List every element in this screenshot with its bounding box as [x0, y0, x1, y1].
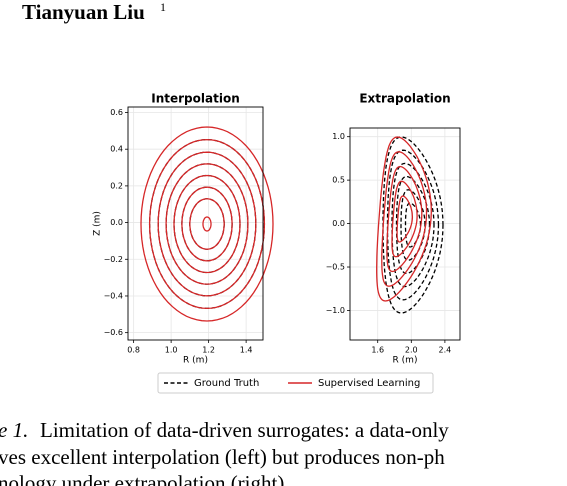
y-tick-label: 0.2: [110, 181, 123, 190]
caption-line: nology under extrapolation (right).: [0, 471, 290, 486]
caption-line: Limitation of data-driven surrogates: a …: [40, 418, 449, 442]
x-axis-label: R (m): [183, 356, 208, 366]
contour-model: [148, 138, 266, 310]
caption-line: ves excellent interpolation (left) but p…: [0, 445, 445, 469]
y-tick-label: 0.4: [110, 145, 123, 154]
plot-frame: [127, 106, 264, 341]
y-tick-label: 0.5: [332, 176, 345, 185]
y-tick-label: 0.0: [110, 218, 123, 227]
contours: [376, 136, 444, 314]
x-tick-label: 1.6: [371, 346, 384, 355]
y-tick-label: −1.0: [326, 306, 345, 315]
x-tick-label: 2.0: [405, 346, 418, 355]
contour-truth: [395, 175, 431, 275]
contour-model: [157, 151, 257, 297]
contour-truth: [148, 138, 266, 310]
x-tick-label: 0.8: [127, 346, 140, 355]
contour-model: [386, 165, 423, 273]
chart-title: Extrapolation: [359, 92, 450, 106]
y-tick-label: −0.2: [104, 255, 123, 264]
y-tick-label: 0.0: [332, 219, 345, 228]
caption-label: e 1.: [0, 418, 28, 442]
contour-model: [381, 151, 428, 287]
contour-model: [181, 186, 233, 262]
contours: [140, 126, 274, 322]
chart-title: Interpolation: [151, 92, 239, 106]
contour-model: [173, 174, 241, 274]
y-tick-label: 0.6: [110, 108, 123, 117]
legend-label: Supervised Learning: [318, 378, 420, 389]
y-axis-label: Z (m): [93, 211, 103, 236]
y-tick-label: −0.4: [104, 291, 123, 300]
x-tick-label: 1.0: [165, 346, 178, 355]
y-tick-label: −0.6: [104, 328, 123, 337]
contour-model: [391, 180, 418, 258]
contour-model: [396, 195, 414, 243]
plot-frame: [349, 127, 461, 341]
contour-model: [189, 198, 225, 250]
contour-truth: [400, 189, 426, 261]
contour-truth: [404, 202, 422, 248]
x-tick-label: 2.4: [439, 346, 452, 355]
x-tick-label: 1.2: [202, 346, 215, 355]
contour-model: [165, 163, 249, 285]
contour-model: [202, 216, 212, 232]
author: Tianyuan Liu: [22, 0, 145, 24]
x-tick-label: 1.4: [240, 346, 253, 355]
legend-label: Ground Truth: [194, 378, 259, 389]
x-axis-label: R (m): [393, 356, 418, 366]
y-tick-label: 1.0: [332, 132, 345, 141]
contour-model: [376, 136, 432, 302]
y-tick-label: −0.5: [326, 263, 345, 272]
affiliation-mark: 1: [160, 0, 166, 14]
contour-model: [140, 126, 274, 322]
